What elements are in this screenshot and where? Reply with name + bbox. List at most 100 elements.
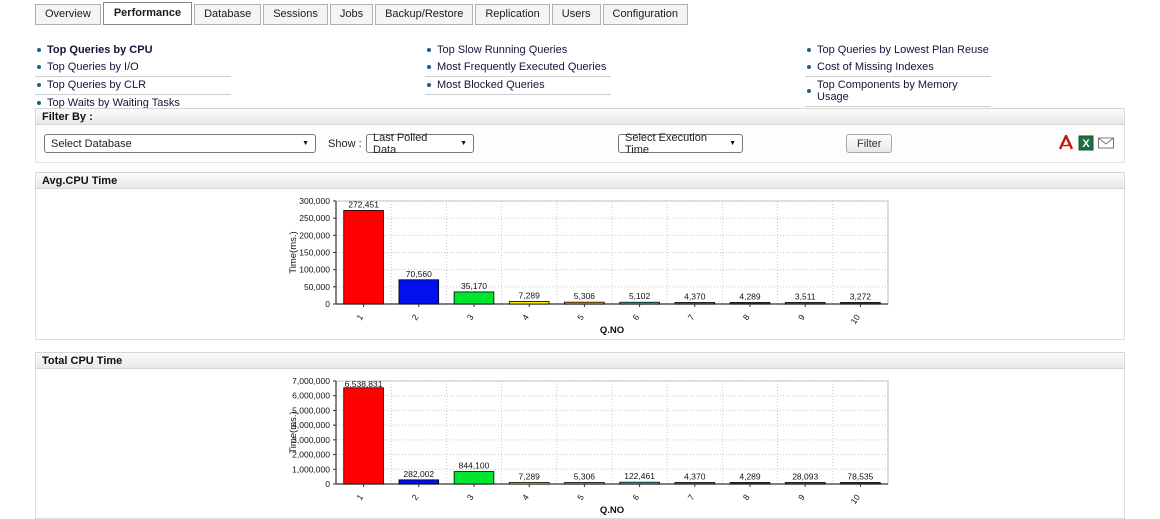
svg-text:5: 5 [575, 312, 586, 322]
pdf-export-icon[interactable] [1058, 135, 1074, 151]
tab-database[interactable]: Database [194, 4, 262, 25]
bar-q4[interactable] [508, 301, 550, 305]
svg-text:3: 3 [465, 312, 476, 322]
quick-links-column-1: Top Queries by CPU Top Queries by I/O Top … [35, 42, 231, 113]
total-cpu-time-plot: 0 1,000,000 2,000,000 3,000,000 4,000,000 5,0… [288, 376, 889, 516]
bar-q7[interactable] [674, 482, 716, 485]
svg-text:7,000,000: 7,000,000 [292, 376, 330, 386]
bar-q6[interactable] [619, 301, 660, 305]
bar-q6[interactable] [619, 481, 660, 485]
bar-q3[interactable] [453, 471, 495, 485]
filter-button[interactable]: Filter [846, 134, 893, 153]
quick-link-top-components-by-memory-usage[interactable]: Top Components by Memory Usage [805, 77, 991, 107]
quick-link-label: Top Components by Memory Usage [817, 79, 958, 103]
svg-text:Q.NO: Q.NO [600, 505, 624, 516]
bar-q8[interactable] [729, 482, 771, 485]
quick-link-label: Top Slow Running Queries [437, 44, 568, 56]
svg-text:10: 10 [848, 492, 862, 506]
bar-q1[interactable] [343, 387, 384, 485]
svg-text:1,000,000: 1,000,000 [292, 464, 330, 474]
excel-export-icon[interactable]: X [1078, 135, 1094, 151]
quick-link-cost-of-missing-indexes[interactable]: Cost of Missing Indexes [805, 59, 991, 77]
tab-sessions[interactable]: Sessions [263, 4, 328, 25]
quick-link-top-queries-by-cpu[interactable]: Top Queries by CPU [35, 42, 231, 59]
total-cpu-time-chart: 0 1,000,000 2,000,000 3,000,000 4,000,000 5,0… [35, 369, 1125, 519]
tab-jobs[interactable]: Jobs [329, 4, 374, 25]
svg-text:150,000: 150,000 [299, 248, 330, 258]
bar-q3[interactable] [453, 291, 495, 305]
bar-q1[interactable] [343, 210, 384, 305]
svg-text:X: X [1082, 138, 1090, 150]
bar-q5[interactable] [564, 301, 605, 305]
bullet-icon [427, 65, 431, 69]
quick-link-label: Top Waits by Waiting Tasks [47, 97, 180, 109]
tab-performance[interactable]: Performance [102, 2, 193, 25]
email-icon[interactable] [1098, 135, 1114, 151]
show-label: Show : [328, 138, 362, 150]
filter-by-header: Filter By : [35, 108, 1125, 125]
svg-text:100,000: 100,000 [299, 265, 330, 275]
svg-text:1: 1 [354, 312, 365, 322]
svg-text:300,000: 300,000 [299, 196, 330, 206]
quick-link-label: Top Queries by I/O [47, 61, 139, 73]
bar-q4[interactable] [508, 482, 550, 485]
svg-text:28,093: 28,093 [792, 472, 818, 482]
bar-q9[interactable] [784, 302, 826, 305]
database-select[interactable]: Select Database ▼ [44, 134, 316, 153]
bar-q5[interactable] [564, 482, 605, 485]
svg-text:Time(ms.): Time(ms.) [288, 231, 299, 273]
quick-link-label: Top Queries by CLR [47, 79, 147, 91]
bar-q2[interactable] [398, 279, 440, 305]
svg-text:78,535: 78,535 [847, 472, 873, 482]
avg-cpu-time-chart: 0 50,000 100,000 150,000 200,000 250,000 300,0… [35, 189, 1125, 340]
avg-cpu-time-plot: 0 50,000 100,000 150,000 200,000 250,000 300,0… [288, 196, 889, 336]
svg-text:6,538,831: 6,538,831 [345, 379, 383, 389]
svg-text:6,000,000: 6,000,000 [292, 391, 330, 401]
bar-q8[interactable] [729, 302, 771, 305]
bar-q10[interactable] [840, 482, 881, 485]
tab-users[interactable]: Users [551, 4, 601, 25]
svg-text:122,461: 122,461 [624, 471, 655, 481]
quick-link-top-slow-running-queries[interactable]: Top Slow Running Queries [425, 42, 611, 59]
bar-q9[interactable] [784, 482, 826, 485]
execution-time-select[interactable]: Select Execution Time ▼ [618, 132, 743, 156]
bar-q7[interactable] [674, 302, 716, 305]
bar-q10[interactable] [840, 302, 881, 305]
quick-link-label: Cost of Missing Indexes [817, 61, 934, 73]
tab-replication[interactable]: Replication [475, 4, 550, 25]
svg-text:35,170: 35,170 [461, 281, 487, 291]
bullet-icon [37, 65, 41, 69]
quick-link-label: Top Queries by Lowest Plan Reuse [817, 44, 989, 56]
svg-text:Q.NO: Q.NO [600, 325, 624, 336]
svg-text:8: 8 [741, 492, 752, 502]
quick-link-top-queries-by-lowest-plan-reuse[interactable]: Top Queries by Lowest Plan Reuse [805, 42, 991, 59]
quick-link-top-queries-by-i-o[interactable]: Top Queries by I/O [35, 59, 231, 77]
chevron-down-icon: ▼ [302, 140, 309, 147]
quick-link-most-blocked-queries[interactable]: Most Blocked Queries [425, 77, 611, 95]
svg-text:Time(ms.): Time(ms.) [288, 411, 299, 453]
svg-text:3: 3 [465, 492, 476, 502]
show-select[interactable]: Last Polled Data ▼ [366, 132, 474, 156]
svg-text:4,289: 4,289 [739, 292, 761, 302]
svg-text:9: 9 [796, 492, 807, 502]
svg-text:6: 6 [630, 492, 641, 502]
bar-q2[interactable] [398, 479, 440, 485]
quick-link-most-frequently-executed-queries[interactable]: Most Frequently Executed Queries [425, 59, 611, 77]
svg-text:5,306: 5,306 [574, 472, 596, 482]
filter-by-label: Filter By : [42, 111, 93, 123]
quick-link-label: Most Blocked Queries [437, 79, 545, 91]
bullet-icon [427, 48, 431, 52]
tab-backup-restore[interactable]: Backup/Restore [375, 4, 474, 25]
tab-configuration[interactable]: Configuration [602, 4, 688, 25]
svg-text:2: 2 [410, 492, 421, 502]
chevron-down-icon: ▼ [729, 140, 736, 147]
quick-links-column-2: Top Slow Running Queries Most Frequently … [425, 42, 611, 95]
quick-link-label: Most Frequently Executed Queries [437, 61, 607, 73]
svg-text:5,306: 5,306 [574, 291, 596, 301]
tab-overview[interactable]: Overview [35, 4, 101, 25]
svg-text:7,289: 7,289 [519, 290, 541, 300]
quick-link-top-queries-by-clr[interactable]: Top Queries by CLR [35, 77, 231, 95]
svg-text:0: 0 [325, 299, 330, 309]
svg-text:4,000,000: 4,000,000 [292, 420, 330, 430]
svg-text:4: 4 [520, 492, 531, 502]
